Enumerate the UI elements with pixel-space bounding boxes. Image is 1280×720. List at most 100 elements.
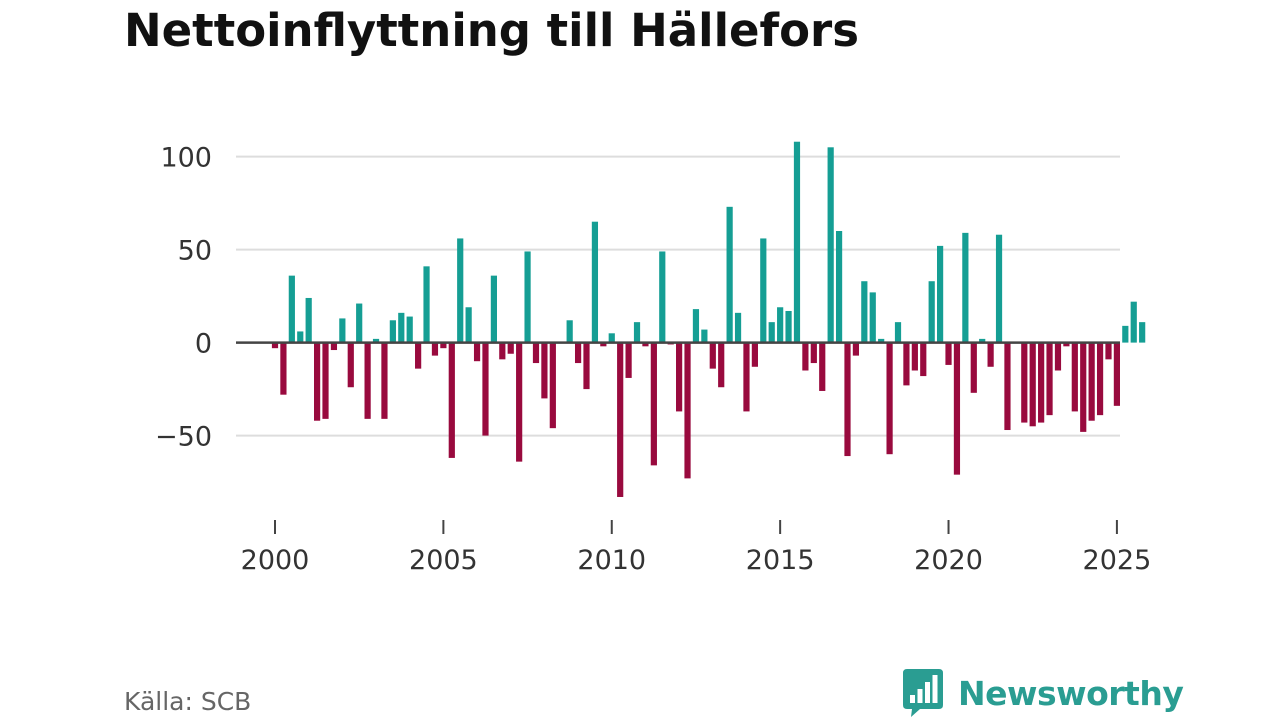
bar: [684, 342, 691, 479]
bar: [894, 322, 902, 343]
bar: [574, 342, 582, 364]
bar: [979, 338, 986, 343]
x-tick-label: 2015: [746, 545, 815, 576]
bar: [827, 147, 834, 343]
bar: [861, 281, 868, 343]
bar: [271, 342, 279, 349]
bar: [726, 206, 733, 343]
bar: [625, 342, 632, 378]
bar: [297, 331, 304, 343]
bar: [600, 342, 607, 347]
bar: [1029, 342, 1036, 427]
bar: [970, 342, 977, 393]
bar: [617, 342, 624, 497]
bar: [490, 275, 497, 343]
bar: [305, 297, 312, 343]
bar: [937, 245, 944, 343]
bar: [473, 342, 481, 362]
bar: [330, 342, 338, 351]
bar: [1038, 342, 1045, 423]
bar: [642, 342, 649, 347]
bar: [962, 232, 969, 343]
bar: [920, 342, 927, 377]
bar: [524, 251, 531, 343]
bar: [583, 342, 590, 390]
bar: [676, 342, 683, 412]
x-tick-label: 2020: [914, 545, 983, 576]
y-tick-label: 50: [178, 236, 212, 267]
bar: [532, 342, 540, 364]
bar: [852, 342, 860, 356]
bars: [271, 141, 1146, 497]
bar: [1096, 342, 1104, 416]
bar: [372, 338, 380, 343]
bar: [810, 342, 817, 364]
bar: [499, 342, 506, 360]
bar: [1004, 342, 1011, 431]
bar: [659, 251, 666, 343]
bar: [718, 342, 725, 388]
bar: [903, 342, 910, 386]
bar: [911, 342, 918, 371]
bar: [743, 342, 750, 412]
bar: [844, 342, 851, 457]
bar: [339, 318, 346, 343]
bar: [322, 342, 329, 419]
bar: [549, 342, 556, 429]
bar: [1130, 301, 1137, 343]
bar: [280, 342, 287, 395]
bar: [406, 316, 413, 343]
bar: [1105, 342, 1112, 360]
bar: [987, 342, 994, 367]
bar: [356, 303, 363, 343]
bar: [1122, 325, 1129, 343]
bar: [650, 342, 657, 466]
bar: [692, 309, 700, 343]
brand-logo[interactable]: Newsworthy: [902, 668, 1184, 718]
x-tick-label: 2000: [241, 545, 310, 576]
bar: [768, 322, 775, 343]
bar: [415, 342, 422, 369]
y-tick-label: −50: [155, 422, 212, 453]
bar: [1063, 342, 1070, 347]
bar: [995, 234, 1003, 343]
bar: [701, 329, 708, 343]
bar: [389, 320, 396, 343]
bar: [777, 307, 784, 343]
bar: [802, 342, 809, 371]
source-note: Källa: SCB: [124, 687, 252, 716]
bar: [465, 307, 472, 343]
bar: [1113, 342, 1120, 406]
bar: [381, 342, 388, 419]
bar: [1080, 342, 1087, 432]
bar: [869, 292, 876, 343]
x-tick-label: 2010: [577, 545, 646, 576]
x-tick-label: 2005: [409, 545, 478, 576]
bar: [1139, 322, 1146, 343]
bar: [507, 342, 514, 354]
bar: [608, 333, 615, 343]
bar: [566, 320, 573, 343]
bar: [314, 342, 321, 421]
bar: [709, 342, 716, 369]
bar: [364, 342, 371, 419]
bar: [953, 342, 961, 475]
bar: [785, 310, 792, 343]
bar: [1054, 342, 1062, 371]
bar: [448, 342, 455, 458]
bar-chart-speech-bubble-icon: [903, 669, 943, 717]
y-tick-label: 100: [160, 143, 212, 174]
bar: [398, 312, 405, 343]
bar: [431, 342, 439, 356]
bar: [751, 342, 758, 367]
bar: [541, 342, 548, 399]
bar: [945, 342, 952, 365]
bar: [516, 342, 523, 462]
bar: [819, 342, 826, 391]
bar: [591, 221, 599, 343]
chart-title: Nettoinflyttning till Hällefors: [124, 4, 859, 57]
bar: [288, 275, 295, 343]
bar: [423, 266, 430, 343]
bar: [1021, 342, 1028, 423]
